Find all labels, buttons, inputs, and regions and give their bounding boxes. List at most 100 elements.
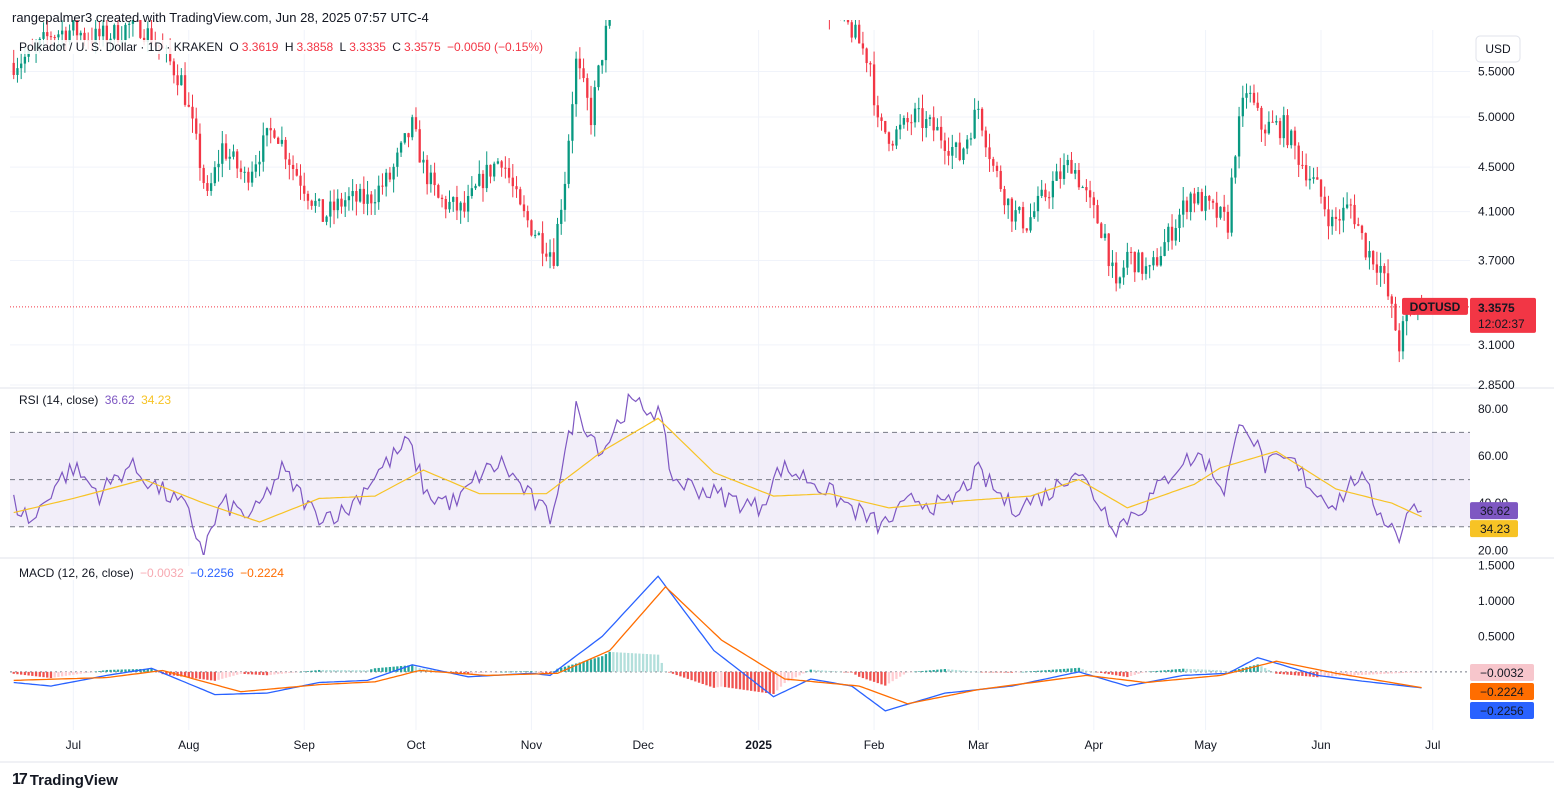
macd-histogram-bar xyxy=(560,667,563,672)
price-candle xyxy=(396,147,399,177)
price-candle xyxy=(608,20,611,29)
date-tick-label: Mar xyxy=(968,738,989,752)
macd-histogram-bar xyxy=(1007,671,1010,673)
price-candle xyxy=(1394,296,1397,331)
price-candle xyxy=(1055,163,1058,181)
price-candle xyxy=(437,183,440,199)
price-candle xyxy=(236,149,239,179)
macd-histogram-bar xyxy=(180,671,183,677)
macd-histogram-bar xyxy=(1204,669,1207,672)
macd-histogram-bar xyxy=(213,671,217,681)
macd-histogram-bar xyxy=(977,671,980,673)
price-candle xyxy=(1312,167,1315,184)
macd-histogram-bar xyxy=(1260,666,1263,672)
macd-histogram-bar xyxy=(347,670,351,672)
rsi-legend-value: 36.62 xyxy=(104,393,135,407)
date-tick-label: Jul xyxy=(1425,738,1440,752)
price-candle xyxy=(411,114,414,141)
macd-histogram-bar xyxy=(452,671,455,673)
macd-histogram-bar xyxy=(954,669,958,672)
macd-histogram-bar xyxy=(690,671,693,681)
price-candle xyxy=(910,114,913,136)
price-candle xyxy=(388,167,392,183)
macd-histogram-bar xyxy=(742,671,745,690)
price-candle xyxy=(403,133,406,145)
macd-histogram-bar xyxy=(1100,671,1103,673)
macd-histogram-bar xyxy=(604,654,608,672)
price-candle xyxy=(578,47,582,80)
price-candle xyxy=(1133,251,1136,282)
macd-histogram-bar xyxy=(198,671,202,679)
price-candle xyxy=(582,58,585,83)
price-candle xyxy=(195,107,198,140)
macd-histogram-bar xyxy=(634,653,637,672)
macd-histogram-bar xyxy=(1297,671,1300,676)
price-candle xyxy=(936,118,939,131)
macd-histogram-bar xyxy=(489,671,492,673)
price-candle xyxy=(843,20,845,22)
price-candle xyxy=(571,91,574,154)
macd-legend[interactable]: MACD (12, 26, close) −0.0032 −0.2256 −0.… xyxy=(16,566,290,580)
price-candle xyxy=(358,183,362,203)
macd-histogram-bar xyxy=(1021,671,1025,673)
macd-histogram-bar xyxy=(712,671,716,688)
price-candle xyxy=(295,163,298,177)
price-candle xyxy=(344,192,347,218)
price-candle xyxy=(407,132,410,148)
price-candle xyxy=(198,123,202,181)
macd-histogram-bar xyxy=(295,671,298,673)
macd-histogram-bar xyxy=(168,671,172,676)
macd-histogram-bar xyxy=(42,671,45,678)
price-candle xyxy=(1092,191,1095,219)
macd-histogram-bar xyxy=(224,671,228,678)
macd-histogram-bar xyxy=(906,671,909,673)
price-candle xyxy=(898,114,902,140)
macd-histogram-bar xyxy=(869,671,872,681)
macd-histogram-bar xyxy=(1401,671,1405,673)
price-candle xyxy=(1088,180,1092,209)
macd-histogram-bar xyxy=(969,671,973,672)
price-candle xyxy=(217,149,220,182)
rsi-legend[interactable]: RSI (14, close) 36.62 34.23 xyxy=(16,393,178,407)
price-candle xyxy=(317,198,321,207)
macd-histogram-bar xyxy=(83,671,86,674)
macd-histogram-bar xyxy=(254,671,257,675)
macd-histogram-bar xyxy=(917,671,920,672)
currency-button[interactable] xyxy=(1475,35,1521,63)
macd-histogram-bar xyxy=(262,671,265,676)
date-tick-label: May xyxy=(1194,738,1217,752)
price-candle xyxy=(366,180,369,216)
price-candle xyxy=(496,158,500,165)
price-candle xyxy=(381,173,384,195)
macd-histogram-bar xyxy=(705,671,708,686)
price-candle xyxy=(131,20,135,37)
price-candle xyxy=(1293,126,1297,160)
macd-histogram-bar xyxy=(1412,671,1416,673)
symbol-title[interactable]: Polkadot / U. S. Dollar · 1D · KRAKEN xyxy=(19,40,224,54)
macd-histogram-bar xyxy=(597,657,600,672)
price-candle xyxy=(1070,152,1073,174)
price-candle xyxy=(865,47,868,73)
tradingview-logo[interactable]: 17 TradingView xyxy=(12,771,118,789)
macd-histogram-bar xyxy=(619,652,622,672)
price-candle xyxy=(1077,162,1081,190)
price-candle xyxy=(1081,185,1084,189)
macd-histogram-bar xyxy=(358,670,362,672)
macd-histogram-bar xyxy=(720,671,723,687)
macd-histogram-bar xyxy=(131,669,135,672)
rsi-title[interactable]: RSI (14, close) xyxy=(19,393,99,407)
macd-histogram-group xyxy=(12,651,1423,695)
price-candle xyxy=(947,137,950,166)
price-candle xyxy=(1193,187,1196,213)
macd-histogram-bar xyxy=(336,670,339,672)
macd-histogram-bar xyxy=(608,651,611,672)
macd-histogram-bar xyxy=(813,669,816,672)
macd-histogram-bar xyxy=(522,671,526,672)
macd-histogram-bar xyxy=(269,671,272,675)
macd-title[interactable]: MACD (12, 26, close) xyxy=(19,566,134,580)
date-tick-label: Jul xyxy=(66,738,81,752)
macd-histogram-bar xyxy=(1144,671,1148,673)
price-candle xyxy=(1282,106,1285,148)
